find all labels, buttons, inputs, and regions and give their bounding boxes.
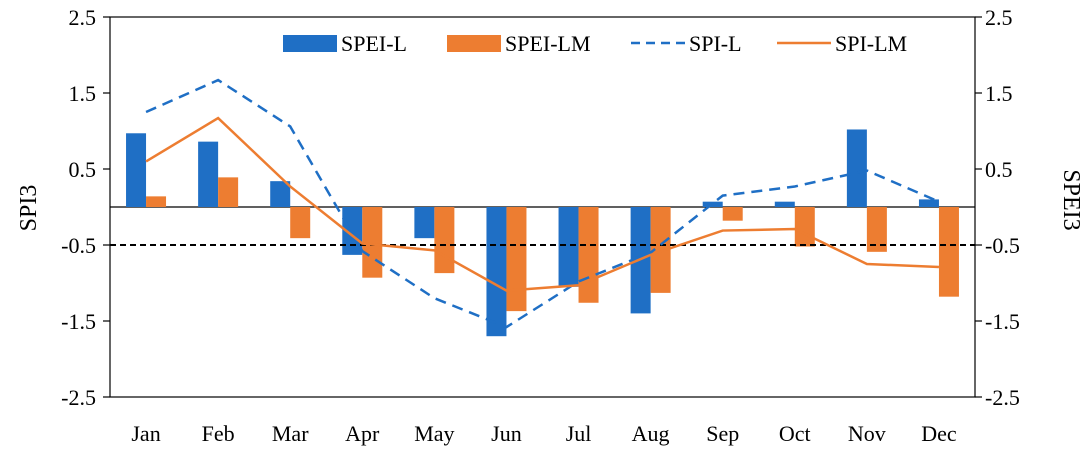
legend-label-spi-lm: SPI-LM	[835, 31, 907, 56]
x-tick-label: Sep	[706, 421, 739, 446]
y-tick-label-right: -1.5	[985, 309, 1020, 334]
legend-swatch-spei-lm	[447, 35, 501, 52]
legend-label-spei-l: SPEI-L	[341, 31, 407, 56]
x-tick-label: Mar	[272, 421, 309, 446]
bar-spei-l	[270, 181, 291, 207]
bar-spei-l	[198, 141, 219, 207]
legend-label-spi-l: SPI-L	[689, 31, 742, 56]
bar-spei-lm	[578, 207, 599, 303]
legend-label-spei-lm: SPEI-LM	[505, 31, 591, 56]
y-tick-label-left: 2.5	[69, 5, 97, 30]
x-tick-label: Jun	[491, 421, 522, 446]
bar-spei-lm	[506, 207, 527, 312]
y-tick-label-right: 0.5	[985, 157, 1013, 182]
y-axis-label-left: SPI3	[16, 185, 42, 232]
x-tick-label: Nov	[848, 421, 886, 446]
y-tick-label-left: -0.5	[61, 233, 96, 258]
bar-spei-lm	[650, 207, 671, 293]
bar-spei-lm	[434, 207, 455, 274]
bar-spei-l	[414, 207, 435, 239]
bar-spei-lm	[938, 207, 959, 297]
bar-spei-lm	[146, 196, 167, 207]
bar-spei-l	[126, 133, 147, 207]
x-tick-label: Feb	[202, 421, 235, 446]
x-tick-label: Dec	[921, 421, 957, 446]
x-tick-label: Jul	[566, 421, 592, 446]
tick-labels: 2.5 2.5 1.5 1.5 0.5 0.5 -0.5 -0.5 -1.5 -1.5 -2.5 -2…	[61, 5, 1020, 446]
y-tick-label-right: -0.5	[985, 233, 1020, 258]
x-tick-label: Aug	[632, 421, 670, 446]
bar-spei-lm	[218, 177, 239, 207]
x-tick-label: Oct	[779, 421, 811, 446]
plot-frame	[103, 16, 982, 398]
legend: SPEI-L SPEI-LM SPI-L SPI-LM	[283, 31, 907, 56]
bar-spei-l	[486, 207, 507, 337]
x-tick-label: May	[414, 421, 454, 446]
bar-spei-lm	[866, 207, 887, 252]
bar-spei-l	[918, 199, 939, 207]
bar-spei-lm	[794, 207, 815, 247]
x-tick-label: Jan	[131, 421, 160, 446]
y-axis-label-right: SPEI3	[1058, 169, 1084, 230]
y-tick-label-left: 1.5	[69, 81, 97, 106]
bar-spei-lm	[722, 207, 743, 221]
series-lines	[145, 78, 940, 329]
line-spi-lm	[145, 116, 940, 292]
y-tick-label-right: 2.5	[985, 5, 1013, 30]
line-spi-l	[145, 78, 940, 329]
y-tick-label-right: -2.5	[985, 385, 1020, 410]
y-tick-label-left: -2.5	[61, 385, 96, 410]
y-tick-label-left: -1.5	[61, 309, 96, 334]
bar-spei-l	[774, 201, 795, 207]
x-tick-label: Apr	[345, 421, 380, 446]
y-tick-label-left: 0.5	[69, 157, 97, 182]
bar-spei-l	[846, 129, 867, 207]
bar-spei-lm	[362, 207, 383, 278]
y-tick-label-right: 1.5	[985, 81, 1013, 106]
bar-spei-lm	[290, 207, 311, 239]
bar-spei-l	[558, 207, 579, 287]
legend-swatch-spei-l	[283, 35, 337, 52]
bar-spei-l	[702, 201, 723, 207]
